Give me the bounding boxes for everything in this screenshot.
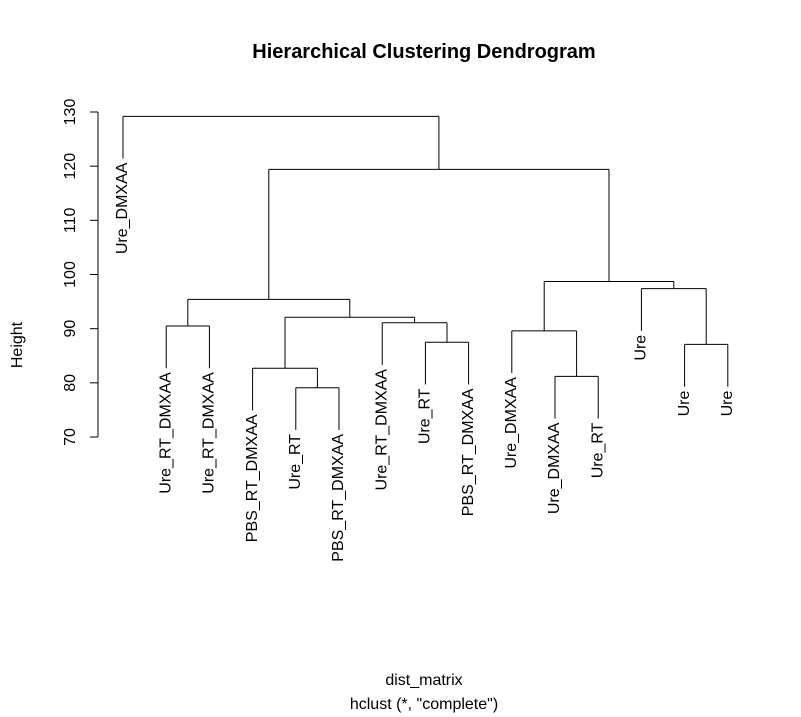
y-tick-label: 120	[62, 153, 79, 180]
leaf-label: Ure_RT	[417, 388, 434, 444]
leaf-label: Ure_DMXAA	[546, 422, 563, 514]
leaf-label: Ure_RT_DMXAA	[201, 372, 218, 494]
y-tick-label: 80	[62, 374, 79, 392]
leaf-label: Ure	[633, 335, 650, 361]
y-tick-label: 110	[62, 207, 79, 233]
chart-title: Hierarchical Clustering Dendrogram	[252, 41, 595, 63]
leaf-label: PBS_RT_DMXAA	[460, 388, 477, 516]
y-tick-label: 130	[62, 99, 79, 126]
y-tick-label: 70	[62, 428, 79, 446]
y-axis: 70 80 90 100 110 120 130	[62, 99, 99, 446]
x-axis-label: dist_matrix	[385, 672, 462, 689]
leaf-label: PBS_RT_DMXAA	[244, 414, 261, 542]
leaf-label: Ure	[676, 391, 693, 417]
leaf-label: PBS_RT_DMXAA	[330, 434, 347, 562]
dendrogram-branches	[122, 115, 729, 430]
leaf-label: Ure_DMXAA	[503, 377, 520, 469]
leaf-label: Ure_RT	[287, 434, 304, 490]
leaf-label: Ure_RT	[589, 422, 606, 478]
x-axis-sub-label: hclust (*, "complete")	[350, 696, 498, 713]
y-axis-label: Height	[9, 321, 26, 368]
y-tick-label: 90	[62, 320, 79, 338]
leaf-label: Ure	[719, 391, 736, 417]
leaf-label: Ure_DMXAA	[114, 162, 131, 254]
y-tick-label: 100	[62, 261, 79, 288]
leaf-label: Ure_RT_DMXAA	[157, 372, 174, 494]
leaf-labels: Ure_DMXAA Ure_RT_DMXAA Ure_RT_DMXAA PBS_RT_…	[114, 162, 736, 561]
leaf-label: Ure_RT_DMXAA	[373, 369, 390, 491]
